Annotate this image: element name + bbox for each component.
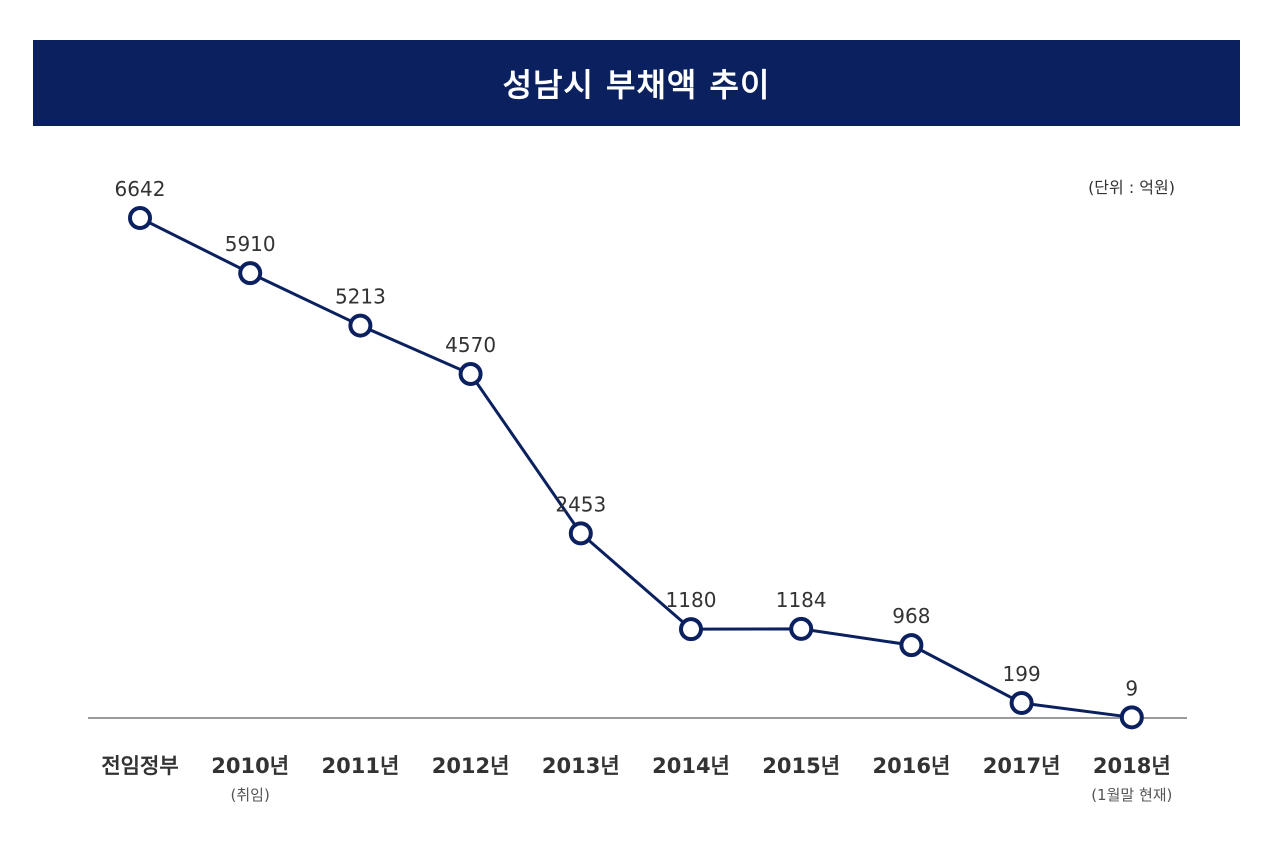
data-point: [128, 206, 152, 230]
x-tick-label: 2015년: [762, 754, 840, 778]
x-tick-label: 전임정부: [101, 754, 178, 778]
data-point: [1119, 705, 1144, 730]
data-label: 199: [1003, 662, 1041, 686]
title-banner: 성남시 부채액 추이: [33, 40, 1240, 126]
unit-label: (단위 : 억원): [1088, 178, 1175, 197]
data-label: 5910: [225, 232, 276, 256]
x-tick-label: 2014년: [652, 754, 730, 778]
data-point: [348, 313, 373, 338]
data-point: [679, 617, 703, 642]
data-point: [789, 616, 814, 641]
data-label: 4570: [445, 333, 496, 357]
x-tick-sublabel: (1월말 현재): [1091, 786, 1172, 804]
series-line: [139, 216, 1132, 719]
data-point: [899, 633, 924, 658]
data-label: 1184: [776, 588, 827, 612]
x-tick-label: 2017년: [983, 754, 1061, 778]
x-tick-label: 2013년: [542, 754, 620, 778]
x-tick-sublabel: (취임): [231, 786, 270, 804]
data-point: [458, 361, 483, 386]
data-label: 1180: [666, 588, 717, 612]
data-label: 9: [1125, 676, 1138, 700]
data-point: [568, 521, 593, 546]
data-point: [238, 261, 263, 286]
x-tick-label: 2018년: [1093, 754, 1171, 778]
data-label: 2453: [555, 492, 606, 516]
x-tick-label: 2011년: [322, 754, 400, 778]
x-tick-label: 2010년: [211, 754, 289, 778]
data-label: 5213: [335, 285, 386, 309]
data-label: 6642: [115, 177, 166, 201]
data-label: 968: [892, 604, 930, 628]
x-tick-label: 2016년: [873, 754, 951, 778]
x-tick-label: 2012년: [432, 754, 510, 778]
chart-title: 성남시 부채액 추이: [502, 66, 771, 104]
data-point: [1009, 691, 1034, 716]
